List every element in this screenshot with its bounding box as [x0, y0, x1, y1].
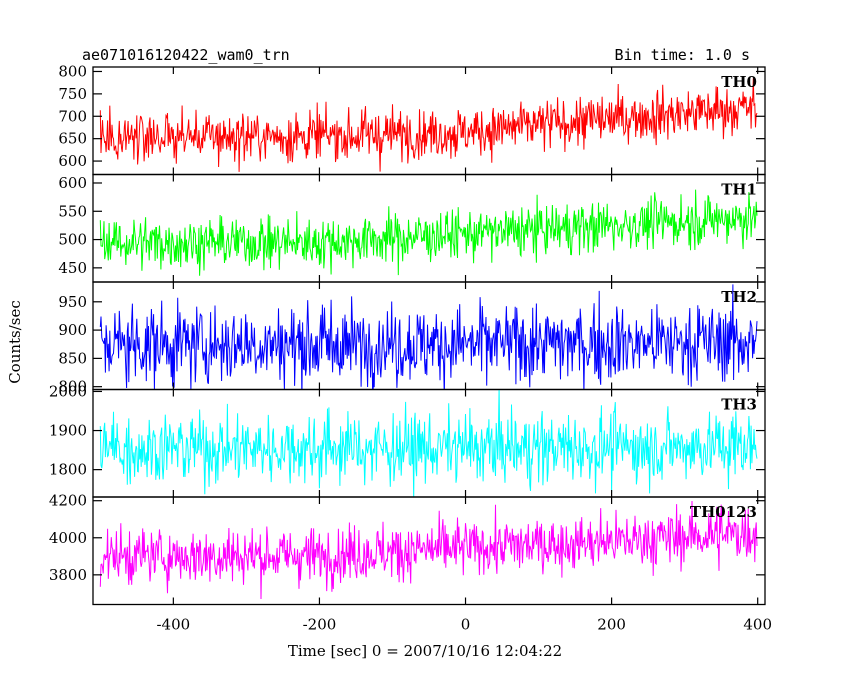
y-tick-label: 450 [58, 259, 87, 277]
chart-title-left: ae071016120422_wam0_trn [82, 46, 290, 64]
panel-name-label: TH3 [721, 396, 757, 414]
y-tick-label: 500 [58, 231, 87, 249]
panel-th0123: 3800 4000 4200 TH0123 [49, 492, 766, 606]
panel-name-label: TH0 [721, 73, 757, 91]
y-tick-label: 4000 [49, 529, 87, 547]
series-line-th2 [99, 284, 758, 390]
series-line-th0123 [99, 500, 758, 600]
y-tick-label: 2000 [49, 382, 87, 400]
panel-th0: 600 650 700 750 800 TH0 [58, 62, 766, 176]
series-line-th3 [99, 389, 758, 497]
y-tick-label: 850 [58, 349, 87, 367]
panel-name-label: TH2 [721, 288, 757, 306]
y-tick-label: 3800 [49, 566, 87, 584]
panel-name-label: TH0123 [690, 503, 757, 521]
y-tick-label: 800 [58, 378, 87, 396]
y-tick-label: 550 [58, 202, 87, 220]
y-tick-label: 4200 [49, 492, 87, 510]
y-axis-label: Counts/sec [6, 300, 24, 384]
panels-group: 600 650 700 750 800 TH0 450 500 550 600 TH1 800 850 9… [49, 62, 766, 606]
x-axis: -400 -200 0 200 400 [156, 616, 772, 634]
y-tick-label: 650 [58, 130, 87, 148]
panel-frame [92, 496, 766, 606]
y-tick-label: 900 [58, 321, 87, 339]
y-tick-label: 750 [58, 85, 87, 103]
y-tick-label: 700 [58, 107, 87, 125]
panel-th3: 1800 1900 2000 TH3 [49, 382, 766, 498]
x-tick-label: -200 [303, 616, 337, 634]
y-tick-label: 1800 [49, 461, 87, 479]
x-tick-label: 0 [461, 616, 471, 634]
x-tick-label: 200 [597, 616, 626, 634]
x-tick-label: 400 [743, 616, 772, 634]
x-tick-label: -400 [156, 616, 190, 634]
x-axis-label: Time [sec] 0 = 2007/10/16 12:04:22 [288, 642, 562, 660]
y-tick-label: 800 [58, 62, 87, 80]
series-line-th0 [99, 78, 758, 172]
y-tick-label: 1900 [49, 422, 87, 440]
chart-title-right: Bin time: 1.0 s [615, 46, 750, 64]
panel-th1: 450 500 550 600 TH1 [58, 173, 766, 283]
y-tick-label: 600 [58, 152, 87, 170]
series-line-th1 [99, 189, 758, 276]
panel-th2: 800 850 900 950 TH2 [58, 281, 766, 396]
y-tick-label: 600 [58, 174, 87, 192]
y-tick-label: 950 [58, 293, 87, 311]
panel-name-label: TH1 [721, 181, 757, 199]
